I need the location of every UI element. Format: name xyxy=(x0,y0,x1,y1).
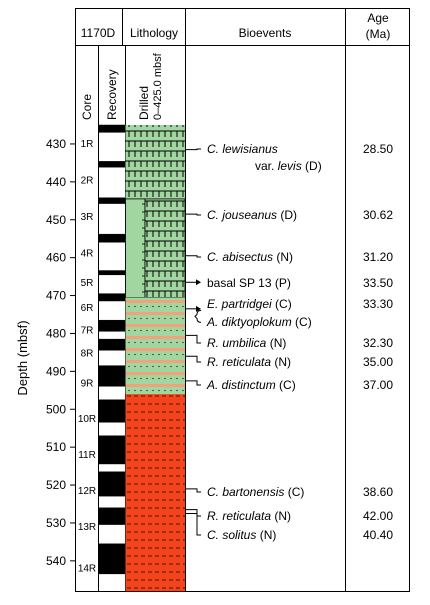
core-label: 2R xyxy=(81,176,94,187)
lithology-unit xyxy=(125,198,146,298)
age-value: 28.50 xyxy=(363,142,393,156)
age-value: 40.40 xyxy=(363,528,393,542)
age-value: 42.00 xyxy=(363,509,393,523)
depth-tick-label: 520 xyxy=(46,478,66,492)
drilled-header: 0–425.0 mbsf xyxy=(152,52,164,120)
depth-tick-label: 510 xyxy=(46,440,66,454)
core-label: 4R xyxy=(81,248,94,259)
age-value: 37.00 xyxy=(363,378,393,392)
depth-tick-label: 540 xyxy=(46,554,66,568)
arrow-head xyxy=(196,279,201,286)
age-value: 38.60 xyxy=(363,485,393,499)
depth-tick-label: 490 xyxy=(46,364,66,378)
bioevent-label: A. diktyoplokum (C) xyxy=(206,315,312,329)
recovery-bar xyxy=(98,320,126,332)
depth-tick-label: 450 xyxy=(46,213,66,227)
lithology-header: Lithology xyxy=(130,26,178,40)
core-label: 12R xyxy=(78,486,96,497)
bioevent-label: E. partridgei (C) xyxy=(207,297,292,311)
drilled-header: Drilled xyxy=(137,86,151,120)
recovery-bar xyxy=(98,270,126,276)
arrow-head xyxy=(196,305,201,312)
event-marker xyxy=(185,509,201,517)
bioevent-label: C. abisectus (N) xyxy=(207,250,293,264)
bioevent-label: var. levis (D) xyxy=(255,159,322,173)
core-label: 13R xyxy=(78,522,96,533)
event-marker xyxy=(185,255,201,258)
bioevent-label: C. jouseanus (D) xyxy=(207,208,297,222)
core-label: 10R xyxy=(78,414,96,425)
core-label: 5R xyxy=(81,278,94,289)
core-label: 9R xyxy=(81,379,94,390)
frame xyxy=(75,8,410,592)
depth-axis-label: Depth (mbsf) xyxy=(15,320,30,395)
depth-tick-label: 500 xyxy=(46,402,66,416)
bioevent-label: A. distinctum (C) xyxy=(206,378,296,392)
recovery-header: Recovery xyxy=(105,69,119,120)
depth-tick-label: 430 xyxy=(46,137,66,151)
event-marker xyxy=(185,213,201,216)
depth-tick-label: 440 xyxy=(46,175,66,189)
bioevent-label: R. reticulata (N) xyxy=(207,509,291,523)
recovery-bar xyxy=(98,435,126,465)
age-value: 35.00 xyxy=(363,355,393,369)
core-label: 1R xyxy=(81,139,94,150)
depth-tick-label: 530 xyxy=(46,516,66,530)
recovery-bar xyxy=(98,125,126,133)
age-value: 33.50 xyxy=(363,276,393,290)
depth-tick-label: 480 xyxy=(46,326,66,340)
bioevents-header: Bioevents xyxy=(239,26,292,40)
core-label: 8R xyxy=(81,348,94,359)
event-marker xyxy=(185,380,201,386)
lithology-unit xyxy=(125,297,185,395)
bioevent-label: basal SP 13 (P) xyxy=(207,276,291,290)
age-header: (Ma) xyxy=(366,27,391,41)
bioevent-label: R. reticulata (N) xyxy=(207,355,291,369)
core-label: 3R xyxy=(81,212,94,223)
age-header: Age xyxy=(367,11,389,25)
age-value: 31.20 xyxy=(363,250,393,264)
event-marker xyxy=(185,355,201,363)
recovery-bar xyxy=(98,399,126,423)
bioevent-label: C. lewisianus xyxy=(207,142,278,156)
bioevent-label: R. umbilica (N) xyxy=(207,336,286,350)
core-header: Core xyxy=(80,94,94,120)
recovery-bar xyxy=(98,293,126,302)
core-label: 7R xyxy=(81,326,94,337)
lithology-unit xyxy=(144,198,186,298)
age-value: 33.30 xyxy=(363,297,393,311)
age-value: 30.62 xyxy=(363,208,393,222)
recovery-bar xyxy=(98,339,126,351)
event-marker xyxy=(185,512,201,536)
recovery-bar xyxy=(98,471,126,497)
recovery-bar xyxy=(98,543,126,575)
bioevent-label: C. bartonensis (C) xyxy=(207,485,304,499)
recovery-bar xyxy=(98,365,126,387)
depth-tick-label: 470 xyxy=(46,289,66,303)
age-value: 32.30 xyxy=(363,336,393,350)
depth-tick-label: 460 xyxy=(46,251,66,265)
event-marker xyxy=(185,148,201,151)
bioevent-label: C. solitus (N) xyxy=(207,528,276,542)
brace xyxy=(194,309,202,323)
core-label: 11R xyxy=(78,450,96,461)
recovery-bar xyxy=(98,234,126,243)
recovery-bar xyxy=(98,197,126,204)
event-marker xyxy=(185,488,201,493)
lithology-unit xyxy=(125,394,185,592)
lithology-unit xyxy=(125,125,185,199)
hole-label: 1170D xyxy=(81,26,116,40)
core-label: 14R xyxy=(78,563,96,574)
core-label: 6R xyxy=(81,303,94,314)
recovery-bar xyxy=(98,507,126,525)
event-marker xyxy=(185,334,201,344)
recovery-bar xyxy=(98,161,126,168)
